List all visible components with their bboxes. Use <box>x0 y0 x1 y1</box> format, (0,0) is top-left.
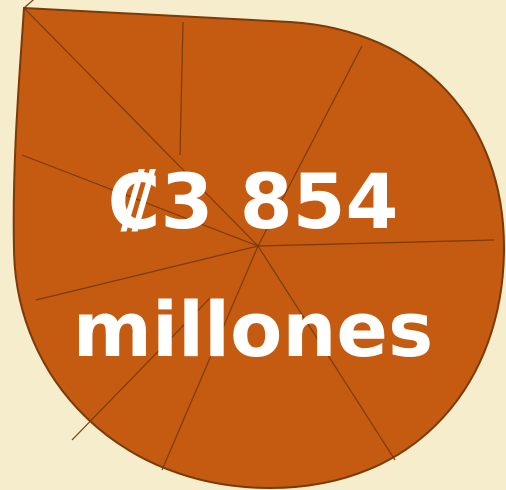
amount-unit: millones <box>72 285 434 374</box>
leaf-stem <box>23 0 35 9</box>
amount-value: ₡3 854 <box>107 157 399 246</box>
leaf-veins <box>21 7 495 471</box>
amount-label: ₡3 854 millones <box>0 138 506 394</box>
